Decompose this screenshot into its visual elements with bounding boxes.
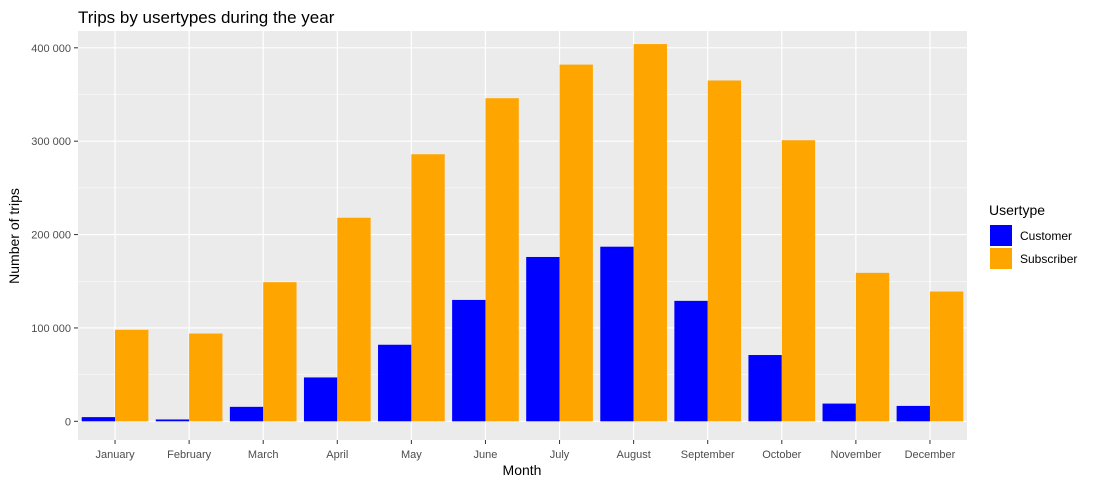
bar-subscriber-june xyxy=(485,98,519,422)
x-tick-label: August xyxy=(617,449,651,461)
x-tick-label: July xyxy=(550,449,570,461)
bar-subscriber-october xyxy=(781,140,816,422)
bar-subscriber-august xyxy=(633,44,667,422)
legend-title: Usertype xyxy=(989,202,1045,218)
bar-customer-december xyxy=(896,405,930,422)
bars xyxy=(81,44,964,422)
bar-subscriber-december xyxy=(929,291,964,422)
bar-customer-may xyxy=(378,344,412,422)
x-tick-label: April xyxy=(326,449,348,461)
legend-key-subscriber xyxy=(990,248,1012,269)
bar-customer-september xyxy=(674,300,708,422)
y-tick-label: 300 000 xyxy=(31,136,71,148)
bar-customer-august xyxy=(600,246,634,422)
bar-subscriber-march xyxy=(263,282,297,422)
legend-key-customer xyxy=(990,225,1012,246)
bar-subscriber-september xyxy=(707,80,742,422)
x-tick-label: September xyxy=(681,449,735,461)
x-axis: January February March April May June July Augu… xyxy=(95,440,956,461)
y-axis-title: Number of trips xyxy=(6,188,22,284)
minor-gridlines xyxy=(78,94,967,375)
y-tick-label: 400 000 xyxy=(31,43,71,55)
bar-subscriber-april xyxy=(337,217,371,422)
y-tick-label: 0 xyxy=(65,416,71,428)
legend-label-subscriber: Subscriber xyxy=(1020,252,1077,266)
chart-title: Trips by usertypes during the year xyxy=(78,8,335,27)
y-axis: 0 100 000 200 000 300 000 400 000 xyxy=(31,43,78,428)
bar-customer-april xyxy=(303,377,338,422)
legend-label-customer: Customer xyxy=(1020,229,1072,243)
bar-customer-march xyxy=(229,406,264,422)
legend: Usertype Customer Subscriber xyxy=(989,202,1077,269)
x-tick-label: November xyxy=(831,449,882,461)
y-tick-label: 100 000 xyxy=(31,323,71,335)
bar-customer-february xyxy=(155,419,190,422)
bar-subscriber-november xyxy=(855,272,890,422)
x-tick-label: February xyxy=(167,449,212,461)
x-tick-label: June xyxy=(474,449,498,461)
x-tick-label: January xyxy=(95,449,135,461)
bar-customer-january xyxy=(81,417,116,422)
bar-subscriber-february xyxy=(189,333,223,422)
x-axis-title: Month xyxy=(503,462,542,478)
x-tick-label: December xyxy=(905,449,956,461)
bar-subscriber-july xyxy=(559,64,593,422)
x-tick-label: March xyxy=(248,449,279,461)
plot-panel xyxy=(78,31,967,440)
bar-customer-november xyxy=(822,403,856,422)
x-tick-label: October xyxy=(762,449,801,461)
bar-customer-october xyxy=(748,355,782,422)
legend-items: Customer Subscriber xyxy=(990,225,1077,269)
y-tick-label: 200 000 xyxy=(31,230,71,242)
bar-subscriber-january xyxy=(115,329,149,422)
bar-customer-june xyxy=(452,299,486,422)
x-tick-label: May xyxy=(401,449,422,461)
bar-customer-july xyxy=(526,256,560,422)
bar-subscriber-may xyxy=(411,154,445,422)
